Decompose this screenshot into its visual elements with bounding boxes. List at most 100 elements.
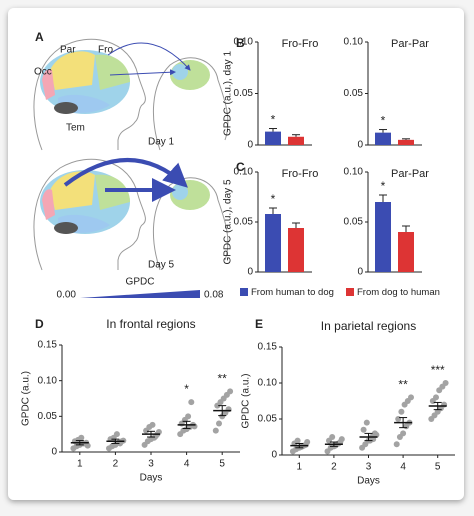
data-point: [360, 426, 367, 433]
data-point: [363, 419, 370, 426]
y-tick-label: 0.10: [258, 378, 278, 389]
chart-title: Par-Par: [391, 168, 429, 180]
data-point: [433, 394, 439, 401]
region-label: Par: [60, 45, 76, 56]
y-tick-label: 0: [247, 140, 253, 151]
data-point: [408, 394, 414, 401]
scale-end: 0.00: [57, 290, 77, 301]
bar: [265, 131, 281, 145]
x-tick-label: 2: [331, 462, 337, 473]
y-tick-label: 0: [357, 267, 363, 278]
diagram-day1: [33, 38, 229, 151]
legend-label: From human to dog: [251, 287, 334, 298]
significance: *: [184, 382, 189, 396]
x-tick-label: 2: [113, 459, 119, 470]
panel-label: B: [236, 36, 245, 50]
y-axis-label: GPDC (a.u.): [241, 373, 252, 428]
chart-title: In parietal regions: [321, 319, 416, 333]
x-tick-label: 5: [219, 459, 225, 470]
bar: [265, 214, 281, 272]
data-point: [113, 431, 120, 438]
chart-title: Par-Par: [391, 38, 429, 50]
region-label: Occ: [34, 67, 52, 78]
legend-swatch: [346, 288, 354, 296]
bar: [288, 136, 304, 145]
data-point: [185, 413, 192, 420]
y-tick-label: 0.10: [38, 375, 58, 386]
x-tick-label: 1: [297, 462, 303, 473]
significance: ***: [431, 363, 445, 377]
significance: **: [398, 378, 408, 392]
x-tick-label: 4: [400, 462, 406, 473]
panel-label: C: [236, 160, 245, 174]
y-tick-label: 0.05: [234, 88, 254, 99]
x-axis-label: Days: [357, 476, 380, 487]
significance: *: [271, 113, 276, 127]
legend-label: From dog to human: [357, 287, 440, 298]
y-tick-label: 0: [247, 267, 253, 278]
y-axis-label: GPDC (a.u.): [21, 371, 32, 426]
data-point: [400, 430, 407, 437]
data-point: [149, 421, 156, 428]
y-tick-label: 0.05: [234, 217, 254, 228]
x-tick-label: 1: [77, 459, 83, 470]
day-label: Day 5: [148, 260, 175, 271]
chart-title: Fro-Fro: [282, 38, 319, 50]
card: [8, 8, 464, 500]
x-tick-label: 3: [366, 462, 372, 473]
data-point: [338, 436, 345, 443]
y-axis-label: GPDC (a.u.), day 5: [223, 179, 234, 264]
bar: [398, 232, 414, 272]
diagram-day5: [33, 158, 229, 271]
chart-title: In frontal regions: [106, 317, 195, 331]
significance: **: [218, 372, 228, 386]
y-tick-label: 0.10: [344, 37, 364, 48]
y-tick-label: 0.15: [258, 342, 278, 353]
y-tick-label: 0: [271, 450, 277, 461]
bar: [288, 228, 304, 272]
y-tick-label: 0.05: [344, 88, 364, 99]
bar: [375, 202, 391, 272]
significance: *: [381, 114, 386, 128]
scale-end: 0.08: [204, 290, 224, 301]
y-axis-label: GPDC (a.u.), day 1: [223, 51, 234, 136]
bar: [375, 132, 391, 145]
x-tick-label: 4: [184, 459, 190, 470]
scale-title: GPDC: [126, 277, 155, 288]
data-point: [294, 437, 301, 444]
data-point: [393, 441, 400, 448]
data-point: [304, 439, 311, 446]
region-label: Tem: [66, 123, 85, 134]
data-point: [212, 427, 219, 434]
panel-label: A: [35, 30, 44, 44]
data-point: [395, 416, 402, 422]
y-tick-label: 0.10: [234, 37, 254, 48]
data-point: [329, 434, 336, 440]
panel-label: D: [35, 317, 44, 331]
legend-swatch: [240, 288, 248, 296]
data-point: [216, 420, 222, 427]
significance: *: [271, 192, 276, 206]
data-point: [398, 408, 405, 415]
x-tick-label: 3: [148, 459, 154, 470]
y-tick-label: 0.10: [234, 167, 254, 178]
x-tick-label: 5: [435, 462, 441, 473]
data-point: [78, 434, 85, 441]
y-tick-label: 0: [357, 140, 363, 151]
day-label: Day 1: [148, 137, 175, 148]
y-tick-label: 0.15: [38, 340, 58, 351]
y-tick-label: 0.05: [344, 217, 364, 228]
data-point: [442, 380, 449, 386]
data-point: [84, 442, 91, 449]
y-tick-label: 0: [51, 447, 57, 458]
y-tick-label: 0.05: [258, 414, 278, 425]
chart-title: Fro-Fro: [282, 168, 319, 180]
x-axis-label: Days: [140, 473, 163, 484]
region-label: Fro: [98, 45, 113, 56]
y-tick-label: 0.05: [38, 411, 58, 422]
y-tick-label: 0.10: [344, 167, 364, 178]
gpdc-scale-wedge: [80, 290, 200, 298]
significance: *: [381, 179, 386, 193]
